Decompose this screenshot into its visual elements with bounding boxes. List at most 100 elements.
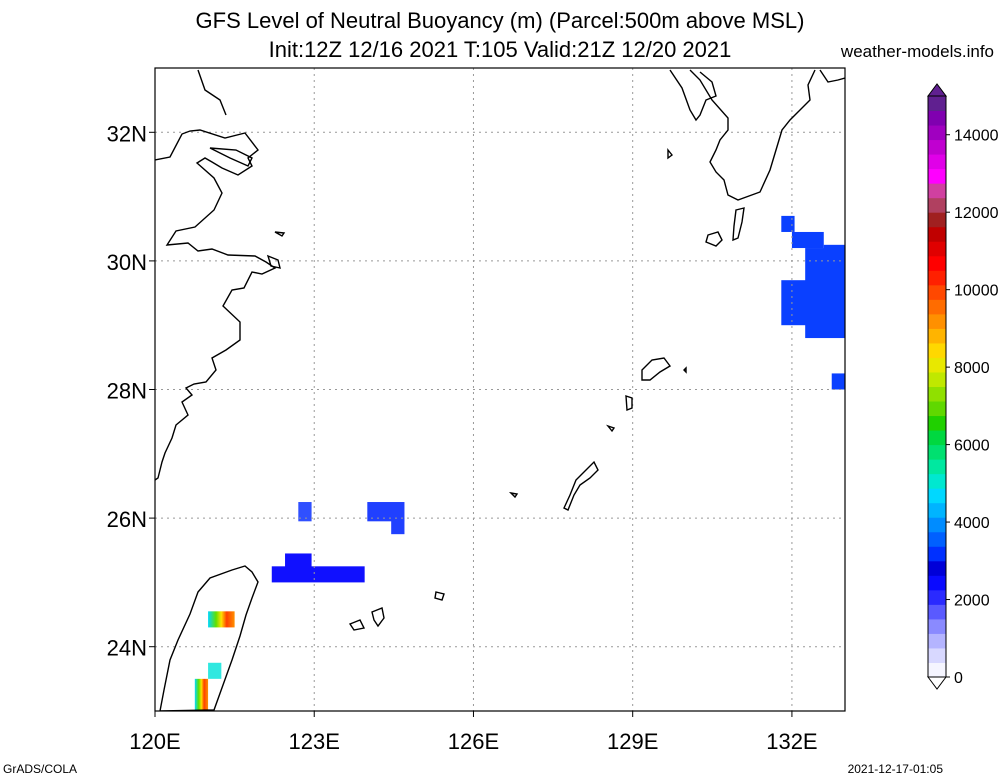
- colorbar: 0 2000 4000 6000 8000 10000 12000 14000: [927, 83, 999, 690]
- colorbar-swatch-4: [928, 604, 946, 620]
- lat-label-30: 30N: [107, 250, 147, 275]
- colorbar-swatch-37: [928, 125, 946, 141]
- colorbar-swatch-2: [928, 633, 946, 649]
- island-kuchinoerabu: [683, 366, 687, 374]
- colorbar-swatch-21: [928, 357, 946, 373]
- island-iriomote: [348, 619, 366, 631]
- colorbar-swatch-18: [928, 401, 946, 417]
- island-tokunoshima: [625, 395, 633, 412]
- lat-label-32: 32N: [107, 121, 147, 146]
- island-ishigaki: [371, 607, 385, 628]
- chart-subtitle: Init:12Z 12/16 2021 T:105 Valid:21Z 12/2…: [268, 37, 732, 62]
- lon-label-123: 123E: [289, 729, 340, 754]
- island-chongming: [274, 231, 286, 237]
- colorbar-swatch-23: [928, 328, 946, 344]
- coastlines: [155, 69, 845, 711]
- colorbar-swatch-17: [928, 415, 946, 431]
- colorbar-swatch-26: [928, 284, 946, 300]
- colorbar-label-10000: 10000: [954, 283, 999, 300]
- lon-label-129: 129E: [607, 729, 658, 754]
- colorbar-swatch-14: [928, 459, 946, 475]
- island-kume: [508, 491, 519, 499]
- island-tanegashima: [732, 207, 745, 242]
- colorbar-swatch-15: [928, 444, 946, 460]
- colorbar-swatch-12: [928, 488, 946, 504]
- graticule: [149, 68, 845, 717]
- colorbar-swatch-28: [928, 255, 946, 271]
- colorbar-swatch-6: [928, 575, 946, 591]
- island-miyako: [434, 591, 445, 601]
- field-cell-7: [367, 502, 405, 522]
- colorbar-swatch-32: [928, 197, 946, 213]
- field-cell-0: [781, 215, 795, 232]
- field-cell-5: [831, 373, 845, 390]
- colorbar-label-4000: 4000: [954, 515, 990, 532]
- island-koshiki: [667, 148, 673, 160]
- colorbar-max-arrow: [927, 83, 947, 97]
- colorbar-swatch-31: [928, 212, 946, 228]
- lat-label-26: 26N: [107, 507, 147, 532]
- colorbar-label-2000: 2000: [954, 593, 990, 610]
- lat-label-28: 28N: [107, 379, 147, 404]
- coastline-changjiang-estuary: [209, 147, 253, 167]
- colorbar-min-arrow: [927, 676, 947, 690]
- island-okinawa: [563, 460, 599, 511]
- colorbar-swatch-34: [928, 168, 946, 184]
- field-cell-12: [208, 662, 222, 679]
- colorbar-swatch-7: [928, 560, 946, 576]
- colorbar-swatch-29: [928, 241, 946, 257]
- coastline-north-shore: [197, 69, 227, 116]
- field-cell-11: [208, 611, 235, 628]
- island-amami: [641, 357, 672, 381]
- colorbar-swatch-5: [928, 589, 946, 605]
- coastline-china-mainland: [155, 129, 277, 481]
- colorbar-swatch-16: [928, 430, 946, 446]
- field-cell-4: [781, 280, 808, 326]
- island-okinoerabu: [605, 424, 616, 433]
- colorbar-swatch-22: [928, 342, 946, 358]
- colorbar-swatch-10: [928, 517, 946, 533]
- field-cell-9: [285, 553, 312, 570]
- colorbar-swatch-20: [928, 371, 946, 387]
- colorbar-swatch-19: [928, 386, 946, 402]
- colorbar-swatch-1: [928, 647, 946, 663]
- field-cell-1: [791, 231, 824, 249]
- field-cell-8: [391, 518, 405, 535]
- colorbar-swatch-35: [928, 154, 946, 170]
- field-cell-6: [298, 502, 312, 522]
- footer-credit: GrADS/COLA: [3, 762, 78, 776]
- colorbar-swatch-33: [928, 183, 946, 199]
- colorbar-swatch-8: [928, 546, 946, 562]
- colorbar-swatch-11: [928, 502, 946, 518]
- colorbar-label-0: 0: [954, 670, 963, 687]
- colorbar-swatch-13: [928, 473, 946, 489]
- field-cell-13: [194, 678, 209, 711]
- colorbar-swatch-0: [928, 662, 946, 678]
- colorbar-frame: [927, 95, 947, 678]
- site-watermark: weather-models.info: [840, 42, 994, 61]
- colorbar-swatch-24: [928, 313, 946, 329]
- field-cell-3: [805, 248, 845, 339]
- lat-label-24: 24N: [107, 636, 147, 661]
- footer-timestamp: 2021-12-17-01:05: [847, 762, 943, 776]
- island-yakushima: [705, 231, 723, 247]
- island-zhoushan: [266, 254, 281, 269]
- colorbar-label-6000: 6000: [954, 438, 990, 455]
- colorbar-swatch-38: [928, 110, 946, 126]
- colorbar-swatch-3: [928, 618, 946, 634]
- coastline-kyushu-west: [669, 69, 717, 122]
- colorbar-swatch-25: [928, 299, 946, 315]
- colorbar-swatch-27: [928, 270, 946, 286]
- island-sado-north: [819, 69, 845, 83]
- lon-label-126: 126E: [448, 729, 499, 754]
- chart-title: GFS Level of Neutral Buoyancy (m) (Parce…: [195, 8, 805, 33]
- coastline-kyushu: [689, 69, 816, 201]
- coastline-taiwan: [159, 565, 259, 711]
- lon-label-132: 132E: [766, 729, 817, 754]
- colorbar-swatch-30: [928, 226, 946, 242]
- lon-label-120: 120E: [129, 729, 180, 754]
- axis-tick-labels: 120E 123E 126E 129E 132E 24N 26N 28N 30N 32N: [107, 121, 818, 754]
- colorbar-label-12000: 12000: [954, 205, 999, 222]
- colorbar-label-14000: 14000: [954, 128, 999, 145]
